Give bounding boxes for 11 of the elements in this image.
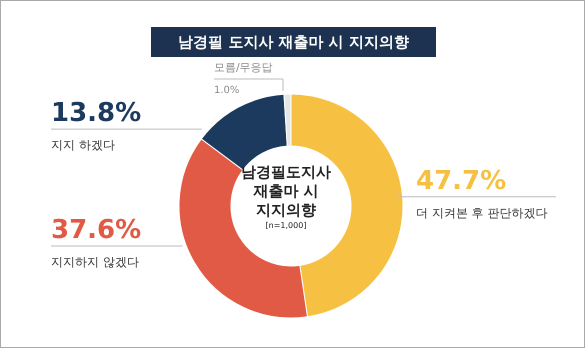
slice-label: 더 지켜본 후 판단하겠다: [416, 206, 548, 220]
text: 남경필도지사 재출마 시 지지의향: [240, 163, 332, 220]
slice-label: 지지 하겠다: [51, 138, 115, 152]
data-label: 1.0%: [214, 85, 240, 96]
data-label: 13.8%: [51, 98, 142, 128]
slice-label: 모름/무응답: [214, 61, 273, 74]
slice-label: 지지하지 않겠다: [51, 255, 139, 270]
data-label: 37.6%: [51, 215, 142, 246]
data-label: 47.7%: [416, 166, 506, 196]
chart-title: 남경필 도지사 재출마 시 지지의향: [151, 27, 436, 57]
text: [n=1,000]: [264, 220, 308, 232]
